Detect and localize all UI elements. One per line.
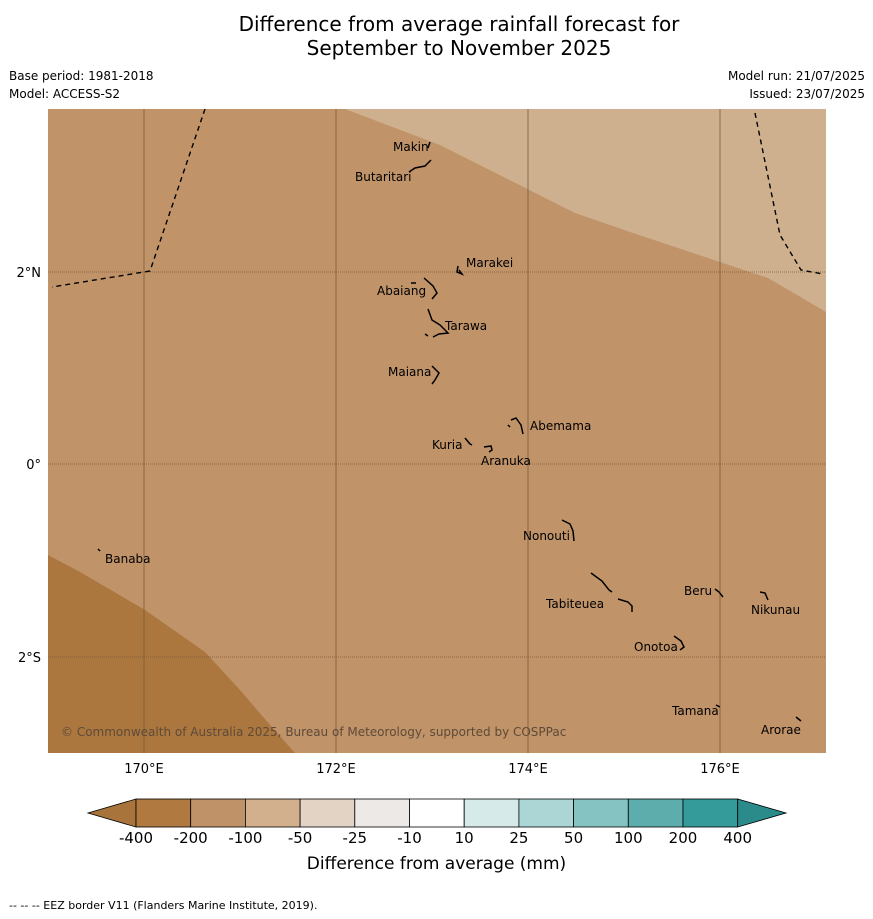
island-label-marakei: Marakei (466, 256, 513, 270)
island-label-aranuka: Aranuka (481, 454, 531, 468)
colorbar-tick-label: 400 (723, 829, 753, 847)
model-run: Model run: 21/07/2025 (727, 69, 865, 83)
lat-tick-0: 0° (26, 458, 41, 473)
island-label-abaiang: Abaiang (377, 284, 426, 298)
colorbar-bin (135, 798, 192, 828)
island-label-tamana: Tamana (671, 704, 719, 718)
island-label-arorae: Arorae (761, 723, 801, 737)
colorbar-bin (463, 798, 520, 828)
lon-tick-172e: 172°E (316, 762, 356, 777)
colorbar-tick-label: -10 (397, 829, 422, 847)
colorbar-bin (682, 798, 739, 828)
colorbar-bin (244, 798, 301, 828)
colorbar-tick-label: 25 (509, 829, 529, 847)
lon-tick-176e: 176°E (700, 762, 740, 777)
island-label-abemama: Abemama (530, 419, 591, 433)
colorbar-bin (190, 798, 246, 828)
island-label-tabiteuea: Tabiteuea (545, 597, 604, 611)
colorbar-tick-label: -100 (228, 829, 263, 847)
colorbar-bin (573, 798, 629, 828)
colorbar-bin (299, 798, 356, 828)
colorbar-tick-label: -200 (173, 829, 208, 847)
lat-tick-2s: 2°S (18, 651, 41, 666)
eez-footnote: -- -- -- EEZ border V11 (Flanders Marine… (9, 899, 318, 912)
island-label-beru: Beru (684, 584, 712, 598)
island-labels: Makin Butaritari Marakei Abaiang Tarawa … (105, 140, 801, 737)
colorbar-tick-label: 200 (668, 829, 698, 847)
zone-minus-200-to-400 (48, 555, 295, 753)
colorbar-tick-label: -25 (342, 829, 368, 847)
island-label-onotoa: Onotoa (634, 640, 678, 654)
graticule (143, 109, 721, 753)
colorbar-bin (409, 798, 465, 828)
colorbar-tick-label: 10 (454, 829, 474, 847)
colorbar (86, 798, 788, 828)
chart-title: Difference from average rainfall forecas… (0, 12, 873, 60)
lat-tick-2n: 2°N (17, 266, 42, 281)
colorbar-extend-high (737, 798, 788, 828)
colorbar-extend-low (86, 798, 137, 828)
colorbar-tick-label: 50 (564, 829, 584, 847)
colorbar-bin (518, 798, 575, 828)
island-outlines (97, 141, 802, 722)
island-label-banaba: Banaba (105, 552, 151, 566)
latitude-lines (48, 271, 826, 658)
model-name: Model: ACCESS-S2 (9, 87, 121, 101)
eez-border (51, 109, 824, 288)
island-label-nikunau: Nikunau (751, 603, 800, 617)
island-label-nonouti: Nonouti (523, 529, 570, 543)
lon-tick-174e: 174°E (508, 762, 548, 777)
island-label-kuria: Kuria (432, 438, 463, 452)
island-label-maiana: Maiana (388, 365, 431, 379)
lon-tick-170e: 170°E (124, 762, 164, 777)
axis-ticks: 170°E 172°E 174°E 176°E 2°N 0° 2°S (17, 266, 740, 777)
issued-date: Issued: 23/07/2025 (749, 87, 865, 101)
meta-left: Base period: 1981-2018 Model: ACCESS-S2 (9, 67, 154, 103)
island-label-makin: Makin (393, 140, 429, 154)
colorbar-bin (627, 798, 684, 828)
zone-minus-50-to-100 (345, 109, 826, 312)
island-label-tarawa: Tarawa (444, 319, 487, 333)
island-label-butaritari: Butaritari (355, 170, 412, 184)
base-period: Base period: 1981-2018 (9, 69, 154, 83)
meta-right: Model run: 21/07/2025 Issued: 23/07/2025 (728, 67, 865, 103)
copyright-note: © Commonwealth of Australia 2025, Bureau… (61, 725, 566, 739)
colorbar-tick-label: -400 (118, 829, 154, 847)
colorbar-tick-label: 100 (613, 829, 643, 847)
colorbar-tick-label: -50 (287, 829, 313, 847)
map-area (48, 109, 826, 753)
title-line-2: September to November 2025 (306, 36, 612, 60)
colorbar-bin (354, 798, 410, 828)
colorbar-label: Difference from average (mm) (306, 854, 567, 874)
title-line-1: Difference from average rainfall forecas… (238, 12, 680, 36)
